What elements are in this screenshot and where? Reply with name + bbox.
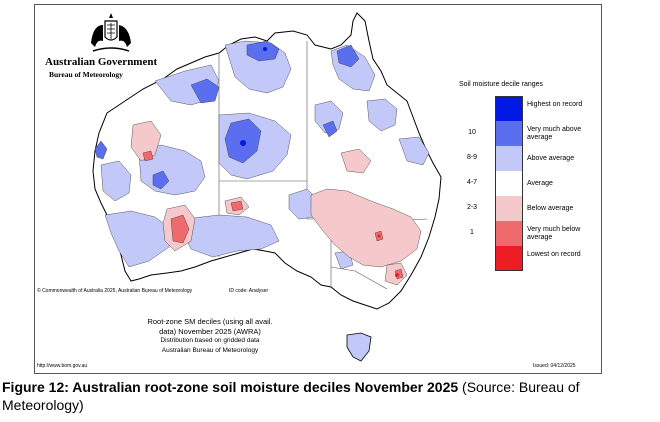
lowest-on-record-regions [377,234,399,277]
australia-map [92,12,442,362]
figure-caption-title: Figure 12: Australian root-zone soil moi… [2,379,459,395]
bureau-subtitle: Bureau of Meteorology [49,70,123,79]
legend-swatch-very-much-above [495,121,523,146]
state-border-nsw-vic [330,266,388,290]
legend-tick: 8-9 [466,154,478,161]
map-caption-line: Root-zone SM deciles (using all avail. [147,317,273,326]
coat-of-arms-icon [91,13,131,52]
map-caption-line: Australian Bureau of Meteorology [161,346,259,354]
copyright-note: © Commonwealth of Australia 2025, Austra… [37,288,193,294]
legend-swatch-average [495,171,523,196]
legend-title: Soil moisture decile ranges [459,81,544,88]
tasmania [346,332,372,362]
legend-row: 1 Very much below average [455,221,595,246]
map-frame: Australian Government Bureau of Meteorol… [34,4,602,374]
map-caption-line: data) November 2025 (AWRA) [159,326,261,336]
legend-row: 2-3 Below average [455,196,595,221]
legend-label: Highest on record [527,101,583,108]
legend-label: Above average [527,155,575,162]
legend-swatch-highest [495,96,523,121]
legend-tick: 2-3 [466,204,478,211]
map-caption: Root-zone SM deciles (using all avail. d… [125,317,295,355]
legend-row: 4-7 Average [455,171,595,196]
issued-date: Issued: 04/12/2025 [533,363,576,369]
below-average-regions [130,120,422,286]
legend-swatch-lowest [495,246,523,271]
id-code: ID code: Analyser [229,288,269,294]
legend-row: 10 Very much above average [455,121,595,146]
highest-on-record-regions [240,47,267,146]
legend-tick: 4-7 [466,179,478,186]
legend-label: Below average [527,205,574,212]
legend-tick: 1 [470,229,474,236]
figure-caption-source: (Source: Bureau of Meteorology) [2,379,580,413]
bom-url: http://www.bom.gov.au [37,363,88,369]
legend-swatch-below [495,196,523,221]
government-title: Australian Government [45,56,158,68]
legend-swatch-above [495,146,523,171]
legend-label: Very much above average [527,126,582,141]
legend-border [495,96,523,271]
legend-row: 8-9 Above average [455,146,595,171]
legend-swatch-very-much-below [495,221,523,246]
legend-label: Very much below average [527,226,581,241]
legend-label: Lowest on record [527,251,581,258]
legend-label: Average [527,180,553,187]
legend-row: Lowest on record [455,246,595,271]
map-caption-line: Distribution based on gridded data [160,337,260,344]
legend-row: Highest on record [455,96,595,121]
legend-tick: 10 [468,129,476,136]
figure-caption: Figure 12: Australian root-zone soil moi… [2,378,658,414]
